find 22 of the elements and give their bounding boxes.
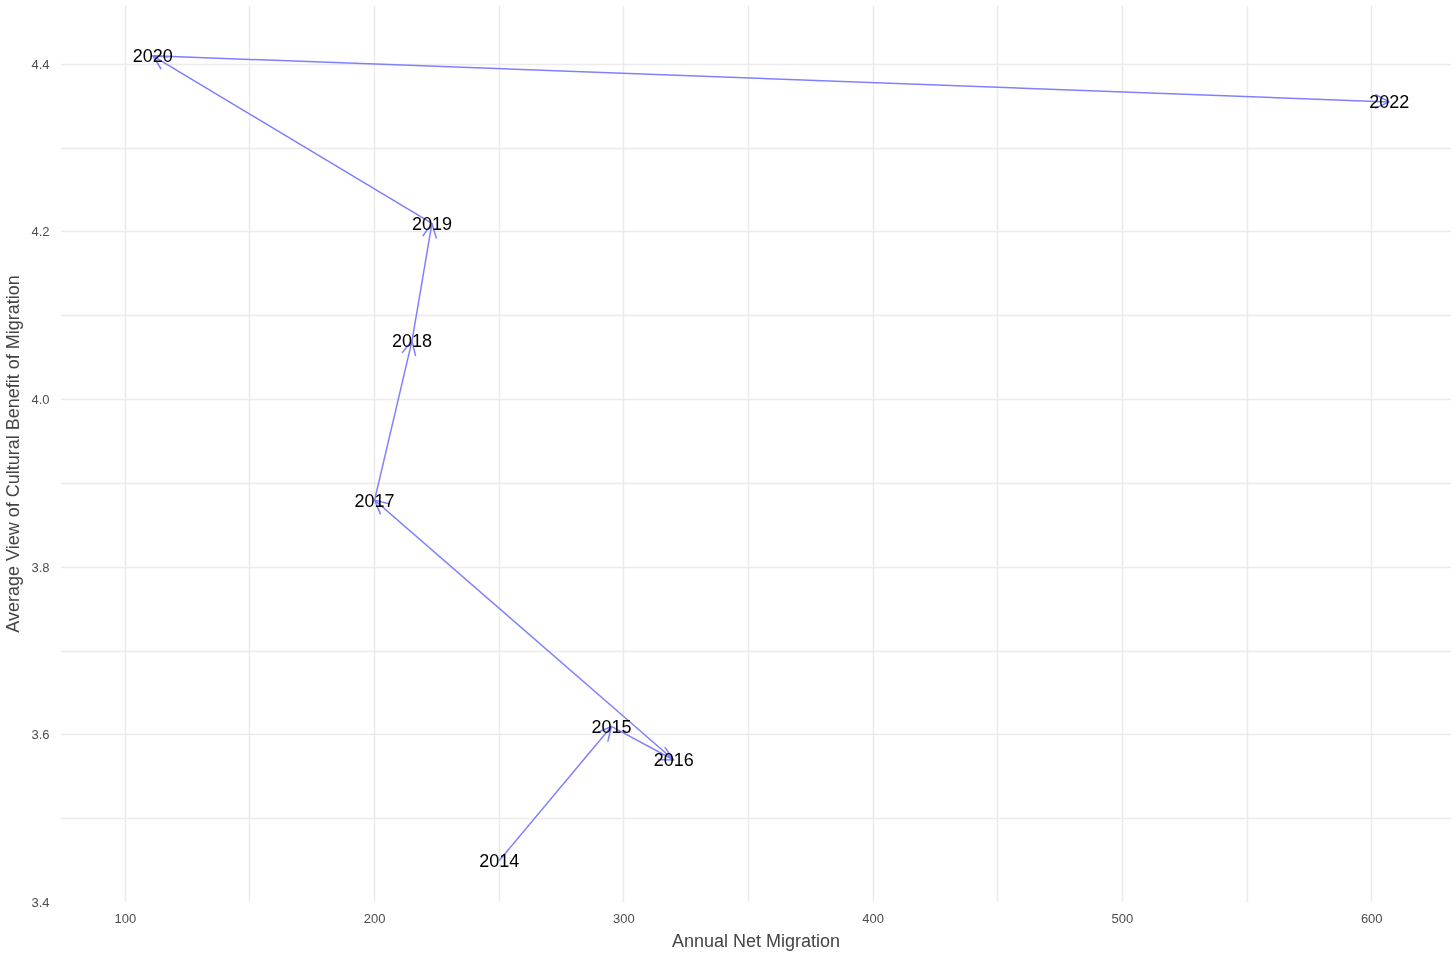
y-tick-label: 3.8: [31, 559, 50, 575]
x-axis-title: Annual Net Migration: [671, 930, 841, 951]
x-tick-label: 400: [862, 910, 885, 926]
y-tick-label: 3.4: [31, 895, 50, 910]
x-tick-label: 500: [1111, 910, 1134, 926]
annotation: 2017: [354, 490, 395, 511]
y-tick-label: 4.0: [31, 392, 50, 408]
y-tick-label: 4.4: [31, 56, 50, 72]
x-tick-label: 200: [363, 910, 386, 926]
y-tick-label: 3.6: [31, 727, 50, 743]
annotation: 2014: [479, 851, 520, 872]
y-tick-label: 4.2: [31, 224, 50, 240]
x-tick-label: 300: [613, 910, 635, 926]
y-axis-title: Average View of Cultural Benefit of Migration: [3, 275, 24, 633]
x-tick-label: 100: [114, 910, 137, 926]
annotation: 2020: [132, 46, 173, 67]
x-tick-label: 600: [1360, 910, 1383, 926]
annotation: 2019: [411, 213, 452, 234]
annotation: 2015: [591, 716, 632, 737]
annotation: 2022: [1369, 92, 1410, 113]
annotation: 2018: [391, 331, 433, 352]
annotation: 2016: [653, 750, 694, 771]
